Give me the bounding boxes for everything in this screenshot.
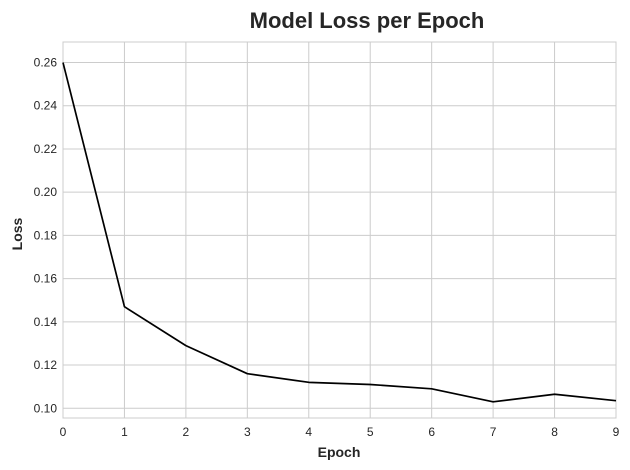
y-tick-label: 0.16 [34,272,58,286]
x-axis-ticks: 0 1 2 3 4 5 6 7 8 9 [60,425,620,439]
y-axis-ticks: 0.10 0.12 0.14 0.16 0.18 0.20 0.22 0.24 0.26 [34,56,58,416]
chart-title: Model Loss per Epoch [250,8,485,33]
x-tick-label: 5 [367,425,374,439]
y-tick-label: 0.10 [34,401,58,415]
y-tick-label: 0.20 [34,185,58,199]
grid-lines [62,42,617,418]
x-tick-label: 0 [60,425,67,439]
y-axis-label: Loss [9,217,25,250]
loss-series-line [62,62,617,403]
series-layer [62,62,617,403]
y-tick-label: 0.14 [34,315,58,329]
x-tick-label: 2 [183,425,190,439]
x-tick-label: 4 [305,425,312,439]
x-tick-label: 1 [121,425,128,439]
x-tick-label: 9 [613,425,620,439]
x-axis-label: Epoch [318,444,361,460]
plot-area-frame [62,41,617,419]
x-tick-label: 6 [428,425,435,439]
y-tick-label: 0.26 [34,56,58,70]
y-tick-label: 0.24 [34,99,58,113]
y-tick-label: 0.18 [34,228,58,242]
y-tick-label: 0.22 [34,142,58,156]
x-tick-label: 8 [551,425,558,439]
x-tick-label: 7 [490,425,497,439]
x-tick-label: 3 [244,425,251,439]
y-tick-label: 0.12 [34,358,58,372]
